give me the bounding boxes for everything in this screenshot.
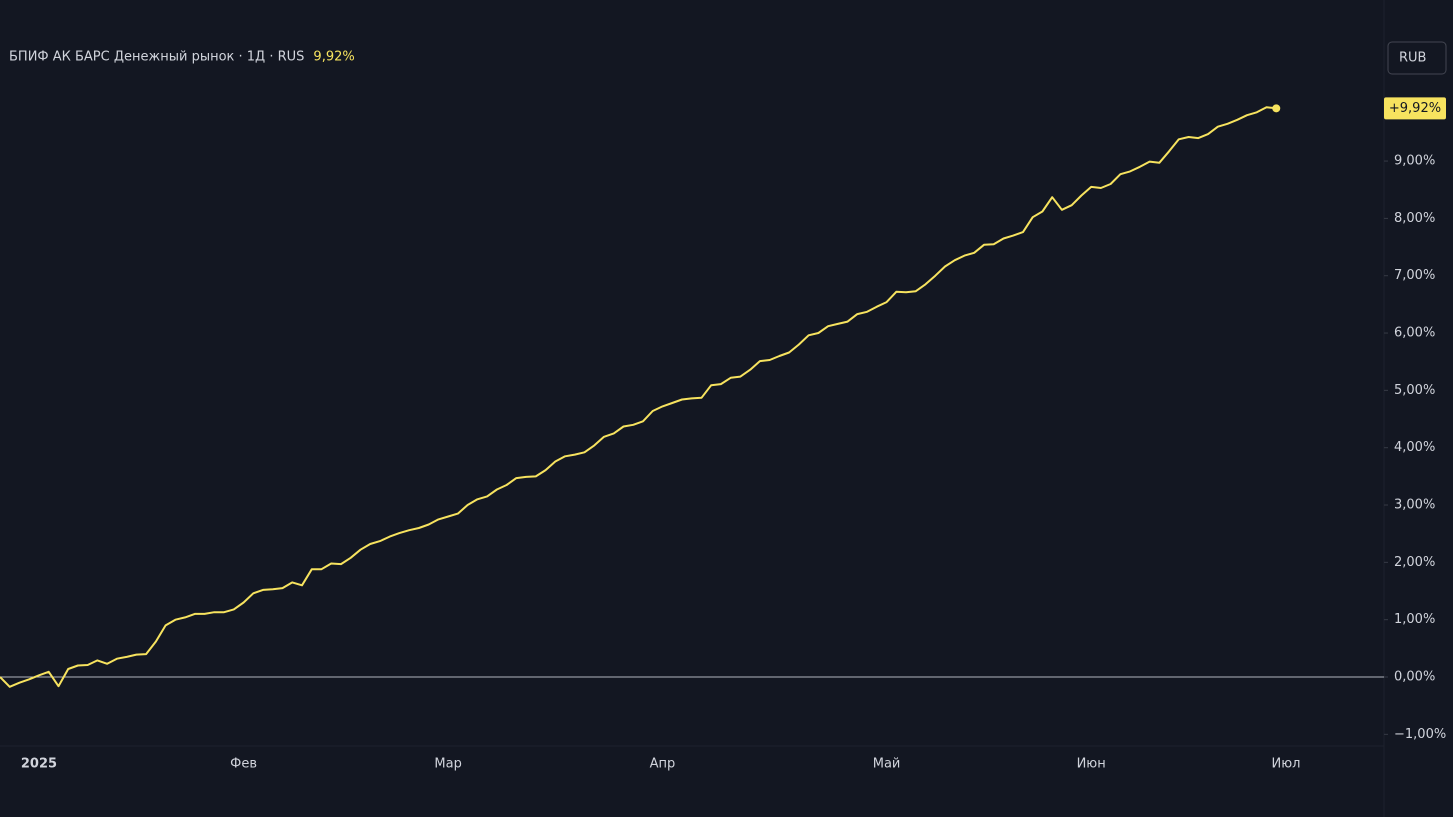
y-tick-label: −1,00% (1394, 727, 1446, 742)
last-point (1272, 104, 1281, 113)
x-tick-label: Мар (434, 757, 461, 772)
series-line (0, 106, 1277, 688)
y-tick-label: 6,00% (1394, 326, 1435, 341)
x-tick-label: Июн (1077, 757, 1106, 772)
last-value-box (1384, 97, 1446, 120)
y-tick-label: 4,00% (1394, 440, 1435, 455)
x-tick-label: Май (873, 757, 901, 772)
currency-button-label[interactable]: RUB (1399, 51, 1426, 66)
y-tick-label: 8,00% (1394, 211, 1435, 226)
y-tick-label: 2,00% (1394, 555, 1435, 570)
y-tick-label: 0,00% (1394, 670, 1435, 685)
x-tick-label: Фев (230, 757, 257, 772)
y-tick-label: 5,00% (1394, 383, 1435, 398)
y-tick-label: 3,00% (1394, 498, 1435, 513)
x-tick-label: 2025 (21, 757, 57, 772)
chart-title: БПИФ АК БАРС Денежный рынок · 1Д · RUS (9, 50, 304, 65)
currency-button[interactable] (1387, 41, 1447, 75)
y-tick-label: 7,00% (1394, 268, 1435, 283)
last-value-label: +9,92% (1389, 101, 1441, 116)
y-tick-label: 1,00% (1394, 612, 1435, 627)
x-tick-label: Апр (650, 757, 676, 772)
y-tick-label: 9,00% (1394, 154, 1435, 169)
x-tick-label: Июл (1272, 757, 1301, 772)
legend-value: 9,92% (313, 50, 354, 65)
